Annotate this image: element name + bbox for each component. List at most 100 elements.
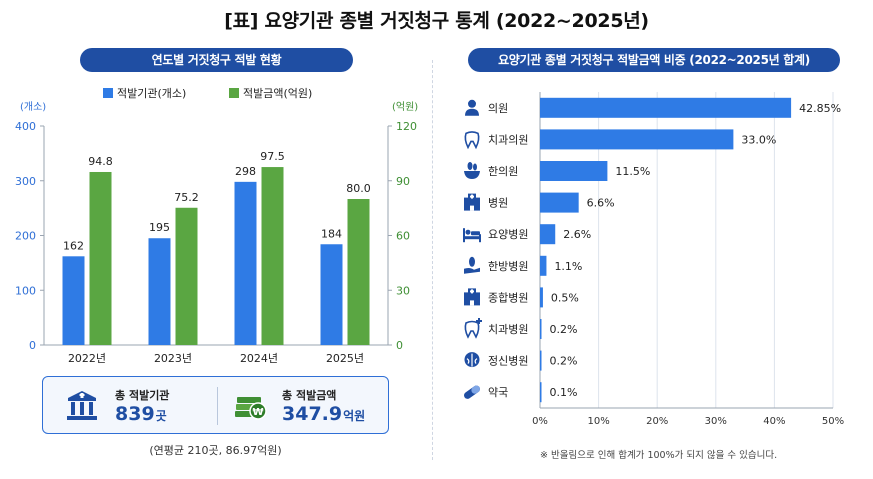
total-amount-number: 347.9: [282, 403, 343, 425]
bar-amount-label: 97.5: [260, 150, 285, 163]
right-tick-label: 0: [396, 339, 403, 352]
brain-icon: [464, 352, 480, 368]
institution-building-icon: [67, 391, 97, 420]
category-label: 치과의원: [488, 133, 528, 146]
herbal-hand-icon: [464, 256, 480, 274]
right-axis-unit: (억원): [392, 101, 418, 113]
share-value-label: 0.2%: [550, 355, 578, 368]
share-bar: [540, 319, 542, 339]
share-value-label: 0.1%: [550, 386, 578, 399]
legend: 적발기관(개소) 적발금액(억원): [103, 87, 312, 100]
share-bar: [540, 224, 556, 245]
share-bar: [540, 97, 792, 118]
left-axis-unit: (개소): [20, 101, 46, 113]
bar-amount: [347, 199, 370, 345]
category-label: 정신병원: [488, 355, 528, 368]
x-category-label: 2025년: [326, 352, 364, 365]
x-category-label: 2022년: [68, 352, 106, 365]
share-value-label: 0.5%: [551, 291, 579, 304]
category-label: 치과병원: [488, 323, 528, 336]
right-tick-label: 30: [396, 284, 410, 297]
bar-institutions: [62, 256, 85, 345]
category-label: 의원: [488, 102, 508, 115]
category-label: 요양병원: [488, 228, 528, 241]
total-amount-label: 총 적발금액: [282, 389, 337, 402]
bar-marks: [62, 167, 370, 345]
share-bar: [540, 255, 547, 276]
category-icons: [463, 99, 482, 399]
share-bar: [540, 350, 542, 371]
left-chart-title: 연도별 거짓청구 적발 현황: [80, 48, 353, 72]
x-tick-label: 50%: [822, 416, 844, 427]
bar-institutions: [320, 244, 343, 345]
share-labels: 의원 42.85% 치과의원 33.0% 한의원 11.5% 병원 6.6% 요양병원 2.6% 한…: [488, 102, 841, 399]
tooth-icon: [464, 131, 480, 150]
page-title: [표] 요양기관 종별 거짓청구 통계 (2022~2025년): [224, 10, 649, 32]
bar-amount: [89, 171, 112, 345]
share-bar: [540, 161, 608, 181]
category-label: 약국: [488, 385, 508, 399]
left-tick-label: 400: [15, 120, 36, 133]
money-stack-icon: ₩: [235, 397, 267, 420]
share-bar: [540, 129, 734, 150]
share-bar: [540, 382, 542, 403]
x-tick-label: 20%: [646, 416, 668, 427]
bar-institutions-label: 298: [235, 165, 256, 178]
category-label: 한의원: [488, 165, 518, 178]
total-institutions-unit: 곳: [155, 409, 167, 423]
svg-text:₩: ₩: [252, 407, 263, 418]
right-tick-label: 60: [396, 230, 410, 243]
share-value-label: 11.5%: [615, 165, 650, 178]
bar-institutions-label: 195: [149, 221, 170, 234]
summary-box: 총 적발기관 839곳 ₩ 총 적발금액 347.9억원: [42, 376, 389, 434]
bar-amount: [261, 167, 284, 345]
bar-amount-label: 94.8: [88, 155, 113, 168]
category-label: 종합병원: [488, 291, 528, 304]
total-institutions-number: 839: [115, 403, 155, 425]
share-value-label: 42.85%: [799, 102, 841, 115]
x-category-label: 2023년: [154, 352, 192, 365]
share-value-label: 2.6%: [563, 228, 591, 241]
bar-value-labels: 162 94.8 2022년 195 75.2 2023년 298 97.5 2024년 184 8…: [63, 150, 371, 365]
footnote: ※ 반올림으로 인해 합계가 100%가 되지 않을 수 있습니다.: [540, 450, 778, 461]
total-institutions-value: 839곳: [115, 403, 167, 425]
legend-label-institutions: 적발기관(개소): [117, 87, 186, 100]
summary-separator: [217, 387, 218, 425]
left-tick-label: 200: [15, 230, 36, 243]
x-tick-label: 30%: [705, 416, 727, 427]
bar-institutions: [148, 238, 171, 345]
category-label: 한방병원: [488, 260, 528, 273]
left-tick-label: 100: [15, 284, 36, 297]
legend-swatch-institutions: [103, 88, 113, 98]
bar-institutions-label: 162: [63, 239, 84, 252]
right-tick-label: 90: [396, 175, 410, 188]
x-tick-label: 0%: [532, 416, 548, 427]
total-amount-unit: 억원: [343, 409, 366, 423]
right-tick-label: 120: [396, 120, 417, 133]
legend-swatch-amount: [229, 88, 239, 98]
share-bar: [540, 287, 543, 308]
left-tick-label: 0: [29, 339, 36, 352]
share-value-label: 1.1%: [554, 260, 582, 273]
total-amount-value: 347.9억원: [282, 403, 365, 425]
bar-institutions: [234, 181, 257, 345]
yearly-bar-chart: 적발기관(개소) 적발금액(억원) (개소) (억원) 010020030040…: [15, 87, 418, 365]
legend-label-amount: 적발금액(억원): [243, 87, 312, 100]
share-value-label: 33.0%: [741, 133, 776, 146]
pill-icon: [463, 385, 481, 399]
share-value-label: 6.6%: [587, 197, 615, 210]
building-hospital-icon: [464, 288, 480, 306]
right-chart-title: 요양기관 종별 거짓청구 적발금액 비중 (2022~2025년 합계): [468, 48, 840, 72]
total-institutions-label: 총 적발기관: [115, 389, 170, 402]
share-bars: [540, 97, 792, 403]
bed-icon: [463, 228, 481, 243]
x-category-label: 2024년: [240, 352, 278, 365]
share-bar: [540, 192, 579, 213]
share-value-label: 0.2%: [550, 323, 578, 336]
bar-institutions-label: 184: [321, 227, 342, 240]
left-tick-label: 300: [15, 175, 36, 188]
x-tick-label: 10%: [587, 416, 609, 427]
average-note: (연평균 210곳, 86.97억원): [149, 444, 282, 457]
bar-amount-label: 80.0: [346, 182, 371, 195]
panel-divider: [432, 60, 433, 460]
